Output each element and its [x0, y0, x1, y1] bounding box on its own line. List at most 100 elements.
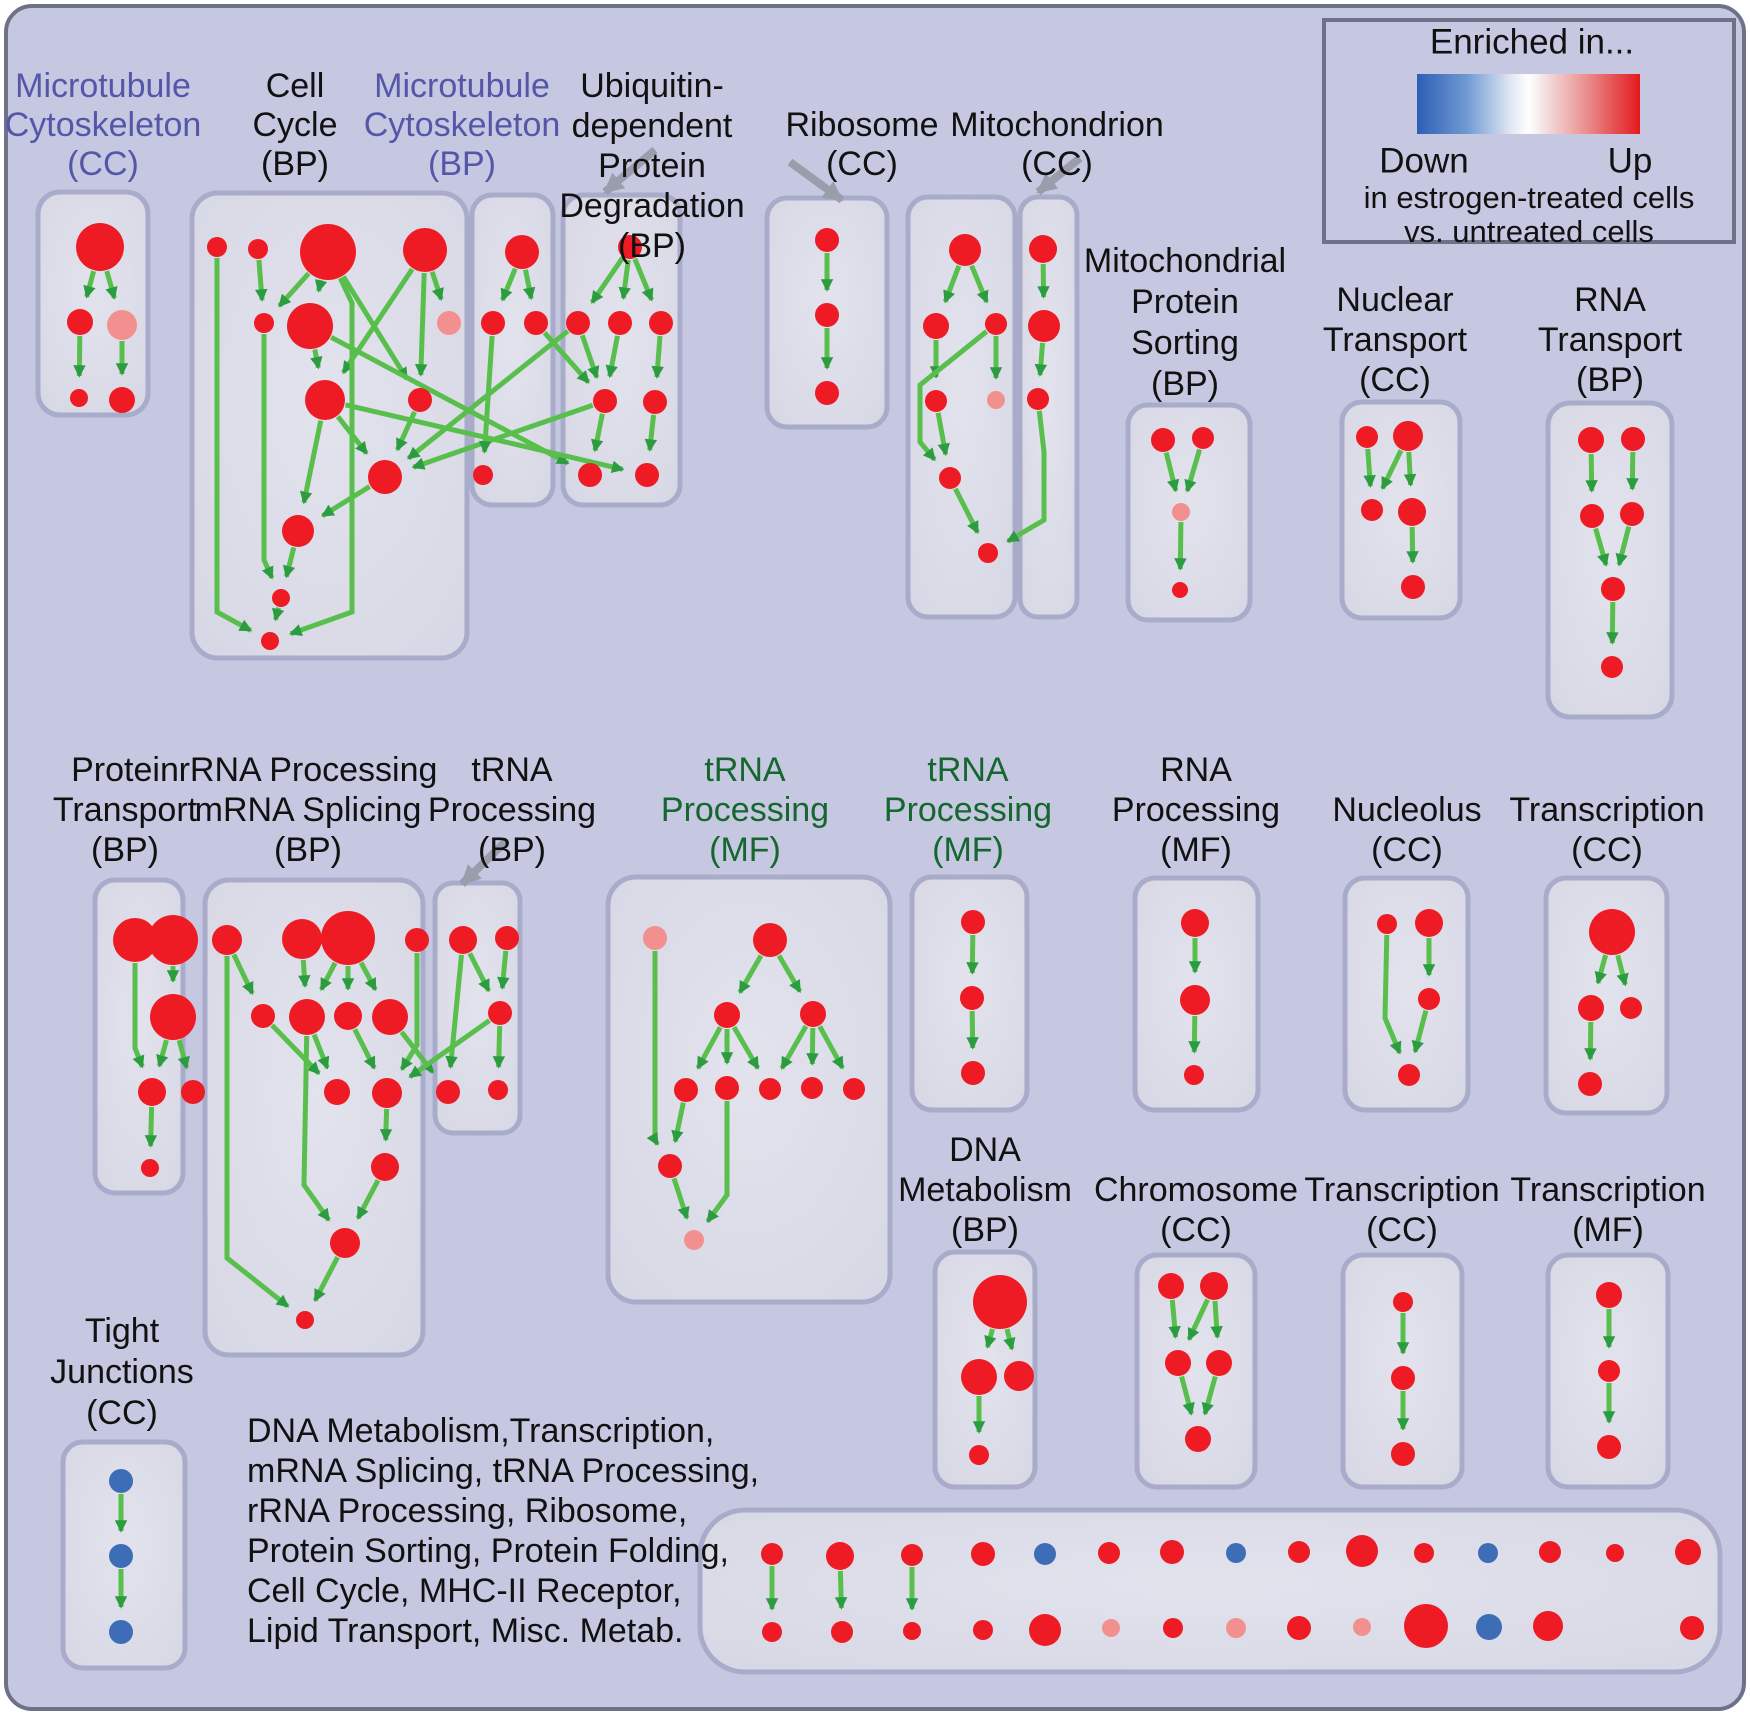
node-mtcc5: [109, 387, 135, 413]
node-tj1: [109, 1469, 133, 1493]
node-ub1b: [608, 311, 632, 335]
node-tmd: [800, 1001, 826, 1027]
cluster-label-trna-mf-b-line-2: (MF): [932, 831, 1004, 869]
legend-subtitle-2: vs. untreated cells: [1404, 214, 1654, 249]
cluster-label-dna-metabolism-line-0: DNA: [949, 1131, 1021, 1169]
cluster-label-mt-cc-line-2: (CC): [67, 145, 139, 183]
node-nt4: [1398, 498, 1426, 526]
edge-rt3-to-rt5: [1593, 527, 1610, 567]
edge-cck-to-ccl: [282, 546, 297, 579]
node-tb1: [449, 926, 477, 954]
node-ub1t: [618, 235, 642, 259]
edge-nu1-to-nu4: [1382, 934, 1403, 1055]
cluster-label-trna-mf-a-line-2: (MF): [709, 831, 781, 869]
node-rt1: [1578, 427, 1604, 453]
node-u15: [1675, 1539, 1701, 1565]
edge-mtbp1-to-mtbp2: [500, 267, 518, 302]
node-rt3: [1580, 504, 1604, 528]
cluster-label-protein-transport-line-1: Transport: [53, 791, 198, 829]
node-u14: [1606, 1544, 1624, 1562]
cluster-label-rna-transport-line-1: Transport: [1538, 321, 1683, 359]
edge-nt4-to-nt5: [1406, 526, 1419, 564]
edge-ms3-to-ms4: [1174, 521, 1187, 571]
note-line-6: Lipid Transport, Misc. Metab.: [247, 1612, 684, 1650]
edge-tmq1-to-tms: [671, 1102, 686, 1144]
node-tb4: [436, 1080, 460, 1104]
note-line-4: Protein Sorting, Protein Folding,: [247, 1532, 729, 1570]
node-ub2b: [815, 303, 839, 327]
edge-dm1-to-dm2: [984, 1328, 997, 1349]
cluster-label-nucleolus-line-1: (CC): [1371, 831, 1443, 869]
edge-tms-to-tmfp: [671, 1177, 690, 1220]
node-tmf3: [1597, 1435, 1621, 1459]
edge-tmb-to-tmc: [737, 954, 764, 994]
cluster-label-mt-cc-line-0: Microtubule: [15, 67, 191, 105]
node-d10: [1353, 1618, 1371, 1636]
edge-ccj-to-cck: [321, 484, 372, 518]
node-nu2: [1415, 909, 1443, 937]
cluster-label-trna-mf-a-line-1: Processing: [661, 791, 829, 829]
cluster-label-tight-junctions-line-2: (CC): [86, 1394, 158, 1432]
cluster-label-chromosome-line-0: Chromosome: [1094, 1171, 1298, 1209]
node-tc4: [1578, 1072, 1602, 1096]
edge-tmb-to-tmd: [776, 954, 803, 994]
cluster-box-cell-cycle: [189, 190, 470, 661]
edge-tmc-to-tmq1: [695, 1026, 723, 1070]
cluster-label-mt-bp-line-1: Cytoskeleton: [364, 106, 561, 144]
node-nt3: [1361, 499, 1383, 521]
node-ms4: [1172, 582, 1188, 598]
cluster-box-chromosome: [1134, 1252, 1258, 1490]
node-tb3: [488, 1001, 512, 1025]
node-u11: [1414, 1543, 1434, 1563]
edge-ch3-to-ch5: [1179, 1375, 1195, 1416]
label-pointer-arrow-2: [787, 158, 845, 204]
cluster-label-trna-bp-line-2: (BP): [478, 831, 546, 869]
legend-box: [1322, 18, 1736, 244]
edge-rm2-to-rb1: [311, 1033, 330, 1070]
edge-tma-to-tms: [646, 951, 660, 1146]
note-line-1: DNA Metabolism,Transcription,: [247, 1412, 714, 1450]
node-d03: [903, 1622, 921, 1640]
edge-ub1c-to-ub1e: [651, 335, 664, 379]
node-pt1: [113, 918, 157, 962]
edge-tmc-to-tmq3: [731, 1025, 761, 1070]
node-ch1: [1158, 1273, 1184, 1299]
node-ts3: [961, 1061, 985, 1085]
edge-cch-to-cck: [299, 420, 324, 505]
node-tcb2: [1391, 1366, 1415, 1390]
edge-ccf-to-cch: [310, 349, 323, 370]
node-tc2: [1578, 995, 1604, 1021]
cluster-label-rna-processing-mf-line-1: Processing: [1112, 791, 1280, 829]
edge-mtbp1-to-mtbp3: [522, 269, 536, 301]
edge-rr3-to-rm4: [358, 961, 378, 992]
edge-nt2-to-nt4: [1403, 451, 1417, 487]
node-ccg: [437, 311, 461, 335]
edge-ch2-to-ch4: [1210, 1300, 1223, 1339]
node-tc1: [1589, 909, 1635, 955]
edge-rm2-to-rd1: [301, 1035, 331, 1222]
node-rib7: [978, 543, 998, 563]
edge-mtcc1-to-mtcc3: [104, 270, 118, 300]
node-rib1: [949, 234, 981, 266]
node-d09: [1287, 1616, 1311, 1640]
edge-tb2-to-tb3: [497, 950, 510, 990]
edge-ub1t-to-ub1a: [590, 256, 625, 304]
edge-tmd-to-tmq4: [806, 1027, 819, 1066]
node-u05: [1034, 1543, 1056, 1565]
node-d07: [1163, 1618, 1183, 1638]
node-tcb3: [1391, 1442, 1415, 1466]
cluster-box-transcription-cc-mid: [1543, 875, 1670, 1116]
node-u13: [1539, 1541, 1561, 1563]
node-rib6: [939, 467, 961, 489]
edge-ch2-to-ch3: [1186, 1298, 1210, 1341]
edge-rt5-to-rt6: [1606, 601, 1619, 645]
edge-rm1-to-rb1: [270, 1023, 321, 1076]
node-tmb: [753, 923, 787, 957]
edge-ub1a-to-ub1d: [579, 334, 600, 380]
edge-ub1t-to-ub1b: [618, 259, 631, 300]
node-u01: [761, 1543, 783, 1565]
node-u03: [901, 1544, 923, 1566]
node-d14: [1680, 1616, 1704, 1640]
cluster-label-trna-bp-line-0: tRNA: [471, 751, 553, 789]
node-rt6: [1601, 656, 1623, 678]
